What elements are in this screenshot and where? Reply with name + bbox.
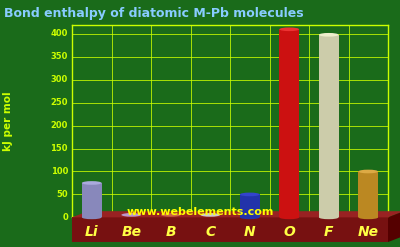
- Text: B: B: [166, 225, 176, 239]
- Ellipse shape: [279, 216, 299, 219]
- Text: 350: 350: [51, 52, 68, 61]
- Text: 300: 300: [51, 75, 68, 84]
- Polygon shape: [388, 211, 400, 242]
- Text: kJ per mol: kJ per mol: [3, 91, 13, 151]
- Ellipse shape: [82, 181, 102, 185]
- Ellipse shape: [161, 213, 181, 217]
- Text: N: N: [244, 225, 256, 239]
- Text: O: O: [283, 225, 295, 239]
- Text: Be: Be: [121, 225, 141, 239]
- Text: 150: 150: [50, 144, 68, 153]
- Ellipse shape: [240, 216, 260, 219]
- Ellipse shape: [240, 193, 260, 196]
- Polygon shape: [358, 171, 378, 217]
- Text: 0: 0: [62, 213, 68, 222]
- Polygon shape: [279, 29, 299, 217]
- Ellipse shape: [200, 213, 220, 217]
- Ellipse shape: [358, 170, 378, 173]
- Text: Li: Li: [85, 225, 98, 239]
- Text: www.webelements.com: www.webelements.com: [126, 207, 274, 217]
- Text: 100: 100: [51, 167, 68, 176]
- Text: 400: 400: [51, 29, 68, 38]
- Polygon shape: [240, 194, 260, 217]
- Polygon shape: [72, 217, 388, 242]
- Polygon shape: [82, 183, 102, 217]
- Ellipse shape: [358, 216, 378, 219]
- Ellipse shape: [279, 27, 299, 31]
- Text: Ne: Ne: [358, 225, 379, 239]
- Polygon shape: [72, 211, 400, 217]
- Text: C: C: [205, 225, 215, 239]
- Ellipse shape: [82, 216, 102, 219]
- Text: 250: 250: [50, 98, 68, 107]
- Ellipse shape: [121, 213, 141, 217]
- Text: Bond enthalpy of diatomic M-Pb molecules: Bond enthalpy of diatomic M-Pb molecules: [4, 7, 304, 21]
- Text: F: F: [324, 225, 334, 239]
- Text: 200: 200: [51, 121, 68, 130]
- Polygon shape: [319, 35, 339, 217]
- Text: 50: 50: [56, 190, 68, 199]
- Ellipse shape: [319, 216, 339, 219]
- Ellipse shape: [319, 33, 339, 37]
